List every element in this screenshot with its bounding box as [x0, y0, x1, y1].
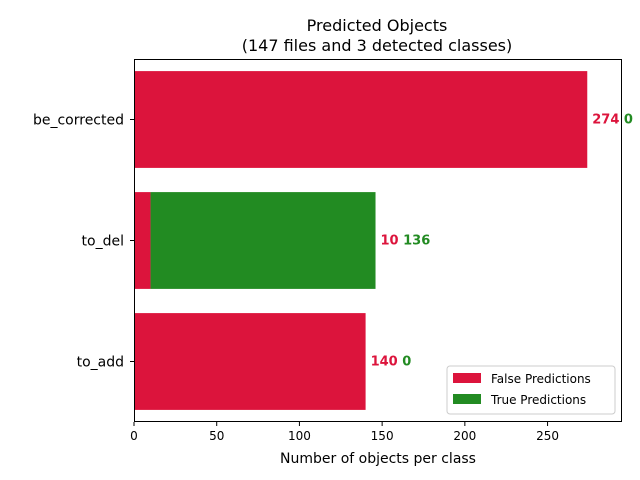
value-label-to-add: 140 0: [371, 355, 412, 370]
legend: False Predictions True Predictions: [446, 365, 616, 415]
value-label-to-del-false-predictions: 10: [381, 234, 399, 249]
value-label-to-add-true-predictions: 0: [398, 355, 412, 370]
legend-swatch-true-predictions: [453, 394, 481, 404]
value-labels: 274 0 10 136 140 0: [371, 113, 633, 370]
x-tick-label: 100: [288, 429, 311, 443]
legend-label-false-predictions: False Predictions: [491, 372, 591, 386]
x-axis-label: Number of objects per class: [280, 451, 476, 467]
value-label-to-del: 10 136: [381, 234, 431, 249]
bar-to-del-true-predictions: [150, 192, 376, 289]
value-label-to-add-false-predictions: 140: [371, 355, 398, 370]
plot-area: [134, 71, 588, 410]
x-tick-label: 50: [209, 429, 224, 443]
bar-to-del-false-predictions: [134, 192, 151, 289]
legend-box: [446, 365, 616, 415]
x-tick-label: 150: [371, 429, 394, 443]
chart-title-line1: Predicted Objects: [307, 16, 448, 35]
y-tick-label: to_add: [77, 355, 124, 371]
value-label-be-corrected: 274 0: [592, 113, 633, 128]
legend-swatch-false-predictions: [453, 373, 481, 383]
y-tick-label: be_corrected: [33, 113, 124, 129]
y-axis-ticks: be_corrected to_del to_add: [33, 113, 134, 371]
value-label-be-corrected-true-predictions: 0: [619, 113, 633, 128]
y-tick-label: to_del: [82, 234, 124, 250]
x-tick-label: 250: [536, 429, 559, 443]
bar-be-corrected-false-predictions: [134, 71, 588, 168]
bar-to-add-false-predictions: [134, 313, 366, 410]
legend-label-true-predictions: True Predictions: [490, 393, 586, 407]
value-label-to-del-true-predictions: 136: [399, 234, 431, 249]
value-label-be-corrected-false-predictions: 274: [592, 113, 619, 128]
chart-title-line2: (147 files and 3 detected classes): [242, 36, 513, 55]
x-tick-label: 200: [453, 429, 476, 443]
x-tick-label: 0: [130, 429, 138, 443]
x-axis-ticks: 0 50 100 150 200 250: [130, 422, 559, 443]
